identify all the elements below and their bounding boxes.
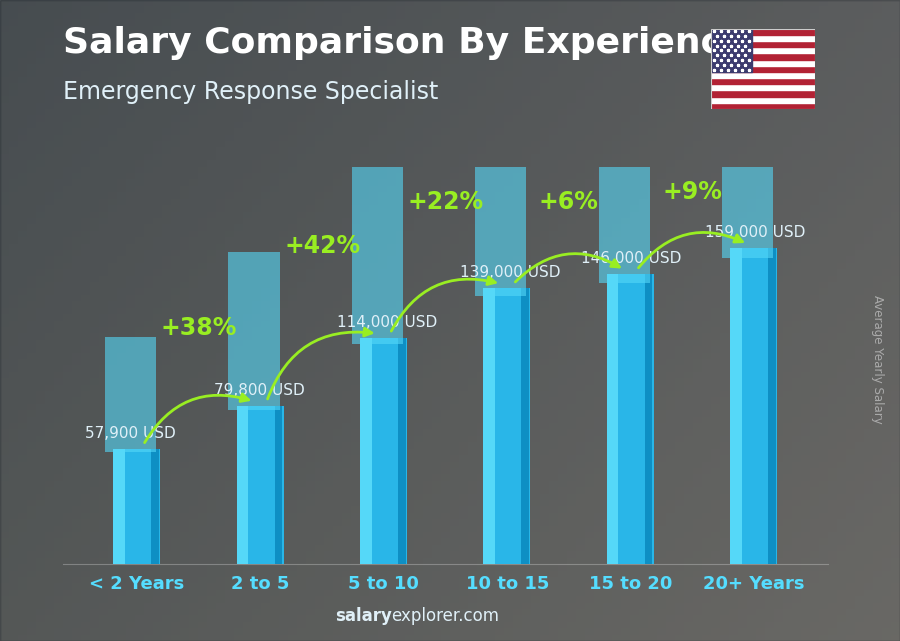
Text: Average Yearly Salary: Average Yearly Salary: [871, 295, 884, 423]
Bar: [598, 0, 650, 283]
Bar: [711, 47, 814, 53]
Text: explorer.com: explorer.com: [392, 607, 500, 625]
Bar: [711, 78, 814, 85]
Bar: [484, 288, 530, 564]
Bar: [731, 248, 777, 564]
Text: +38%: +38%: [160, 316, 237, 340]
Text: +42%: +42%: [284, 234, 360, 258]
Bar: [711, 103, 814, 109]
Bar: [237, 406, 248, 564]
Text: salary: salary: [335, 607, 392, 625]
FancyArrowPatch shape: [638, 233, 742, 268]
Text: +22%: +22%: [408, 190, 483, 214]
Bar: [105, 337, 157, 453]
Bar: [644, 274, 652, 564]
Bar: [711, 35, 814, 41]
Text: 79,800 USD: 79,800 USD: [213, 383, 304, 397]
Bar: [607, 274, 618, 564]
Text: 114,000 USD: 114,000 USD: [337, 315, 437, 329]
Bar: [360, 338, 372, 564]
Bar: [483, 288, 495, 564]
Bar: [238, 406, 284, 564]
FancyArrowPatch shape: [392, 277, 495, 331]
Text: +6%: +6%: [539, 190, 599, 214]
Bar: [711, 29, 814, 35]
FancyArrowPatch shape: [145, 394, 248, 443]
Bar: [229, 252, 280, 410]
Text: +9%: +9%: [662, 180, 722, 204]
Bar: [151, 449, 158, 564]
Bar: [114, 449, 160, 564]
Bar: [711, 72, 814, 78]
Bar: [711, 41, 814, 47]
Bar: [475, 20, 526, 296]
Bar: [711, 53, 814, 60]
Bar: [113, 449, 125, 564]
Bar: [711, 66, 814, 72]
Text: Emergency Response Specialist: Emergency Response Specialist: [63, 80, 438, 104]
Bar: [608, 274, 653, 564]
Bar: [274, 406, 283, 564]
Bar: [722, 0, 773, 258]
Bar: [768, 248, 776, 564]
Bar: [711, 90, 814, 97]
FancyArrowPatch shape: [516, 254, 619, 282]
Bar: [521, 288, 529, 564]
Bar: [352, 118, 403, 344]
Bar: [730, 248, 742, 564]
Bar: [711, 85, 814, 90]
Text: 146,000 USD: 146,000 USD: [581, 251, 681, 266]
Bar: [711, 97, 814, 103]
FancyArrowPatch shape: [267, 328, 372, 399]
Bar: [711, 29, 752, 72]
Bar: [361, 338, 407, 564]
Bar: [398, 338, 406, 564]
Text: 139,000 USD: 139,000 USD: [460, 265, 561, 280]
Text: 57,900 USD: 57,900 USD: [86, 426, 176, 441]
Bar: [711, 60, 814, 66]
Text: 159,000 USD: 159,000 USD: [705, 225, 805, 240]
Text: Salary Comparison By Experience: Salary Comparison By Experience: [63, 26, 746, 60]
